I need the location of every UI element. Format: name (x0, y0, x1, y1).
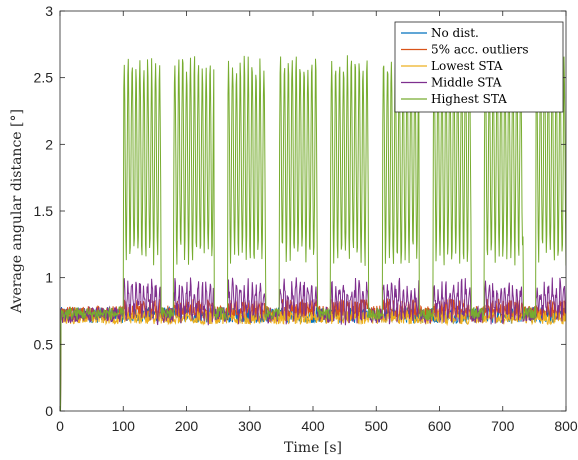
legend-label: Lowest STA (431, 59, 503, 73)
y-tick-label: 1 (45, 270, 53, 286)
legend: No dist. 5% acc. outliers Lowest STA Middle… (394, 21, 564, 113)
y-tick-label: 3 (45, 3, 53, 19)
y-axis-label: Average angular distance [°] (9, 109, 25, 314)
legend-label: Middle STA (431, 76, 502, 90)
x-tick-label: 500 (365, 418, 389, 434)
y-tick-label: 0.5 (34, 336, 54, 352)
y-tick-label: 2 (45, 136, 53, 152)
y-tick-label: 1.5 (34, 203, 54, 219)
x-axis-label: Time [s] (284, 440, 342, 456)
x-tick-label: 100 (112, 418, 136, 434)
y-tick-label: 0 (45, 403, 53, 419)
axes: 0 100 200 300 400 500 600 700 800 0 0.5 1 1.5 2 2.5 3 Ti… (9, 3, 578, 456)
x-tick-label: 400 (301, 418, 325, 434)
series-line (60, 53, 566, 411)
x-tick-label: 0 (56, 418, 64, 434)
legend-label: No dist. (431, 26, 479, 40)
x-tick-label: 300 (238, 418, 262, 434)
x-tick-label: 800 (554, 418, 578, 434)
legend-box (394, 21, 564, 113)
x-tick-label: 600 (428, 418, 452, 434)
legend-label: Highest STA (431, 92, 507, 106)
legend-label: 5% acc. outliers (431, 43, 529, 57)
x-tick-label: 200 (175, 418, 199, 434)
x-tick-label: 700 (491, 418, 515, 434)
y-tick-label: 2.5 (34, 70, 54, 86)
series-line (60, 277, 566, 411)
